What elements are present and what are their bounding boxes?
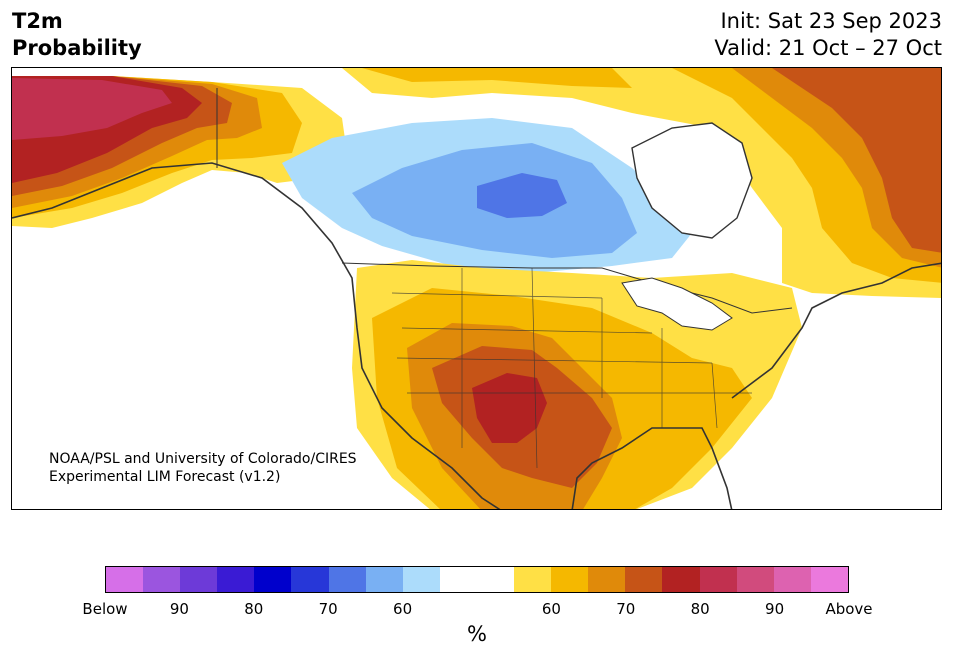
colorbar-unit: % [467, 622, 487, 646]
colorbar-tick-label: Above [825, 600, 873, 618]
colorbar-swatch [328, 567, 366, 592]
colorbar-tick-label: 90 [765, 600, 785, 618]
canada-below-75 [477, 173, 567, 218]
colorbar-swatch [773, 567, 811, 592]
colorbar-tick-label: 70 [616, 600, 636, 618]
title-line-2: Probability [12, 36, 142, 60]
east-canada-above-75 [772, 68, 941, 253]
colorbar-swatch [625, 567, 663, 592]
colorbar-tick-label: 80 [690, 600, 710, 618]
colorbar-swatch [217, 567, 255, 592]
colorbar-tick-label: 60 [541, 600, 561, 618]
colorbar-swatch [439, 567, 477, 592]
colorbar-swatch [291, 567, 329, 592]
colorbar-tick-label: 90 [169, 600, 189, 618]
credit-line-1: NOAA/PSL and University of Colorado/CIRE… [49, 451, 357, 467]
colorbar-swatch [699, 567, 737, 592]
colorbar-swatch [254, 567, 292, 592]
colorbar [105, 566, 849, 593]
colorbar-swatch [106, 567, 144, 592]
colorbar-tick-label: 70 [318, 600, 338, 618]
colorbar-swatch [180, 567, 218, 592]
valid-dates: Valid: 21 Oct – 27 Oct [714, 36, 942, 60]
colorbar-swatch [588, 567, 626, 592]
colorbar-swatch [810, 567, 848, 592]
colorbar-tick-label: 60 [393, 600, 413, 618]
great-lakes [621, 277, 733, 331]
colorbar-swatch [143, 567, 181, 592]
colorbar-swatch [551, 567, 589, 592]
forecast-dates: Init: Sat 23 Sep 2023 Valid: 21 Oct – 27… [714, 8, 942, 62]
hudson-bay [631, 122, 753, 239]
colorbar-swatch [514, 567, 552, 592]
arctic-above-60 [342, 68, 762, 128]
canada-us-border [341, 262, 793, 314]
colorbar-tick-label: 80 [244, 600, 264, 618]
us-above-80 [472, 373, 547, 443]
title-line-1: T2m [12, 9, 63, 33]
north-america-coastline [12, 162, 941, 509]
colorbar-swatch [736, 567, 774, 592]
colorbar-tick-label: Below [82, 600, 128, 618]
colorbar-swatch [662, 567, 700, 592]
colorbar-swatch [476, 567, 515, 592]
colorbar-swatch [402, 567, 440, 592]
credit-line-2: Experimental LIM Forecast (v1.2) [49, 469, 281, 485]
alaska-above-85 [12, 78, 172, 140]
colorbar-swatch [365, 567, 403, 592]
us-state-lines [391, 267, 752, 469]
arctic-above-65 [362, 68, 632, 88]
map-canvas [12, 68, 941, 509]
chart-title: T2m Probability [12, 8, 142, 62]
credit-text: NOAA/PSL and University of Colorado/CIRE… [49, 450, 357, 486]
init-date: Init: Sat 23 Sep 2023 [720, 9, 942, 33]
forecast-map [11, 67, 942, 510]
